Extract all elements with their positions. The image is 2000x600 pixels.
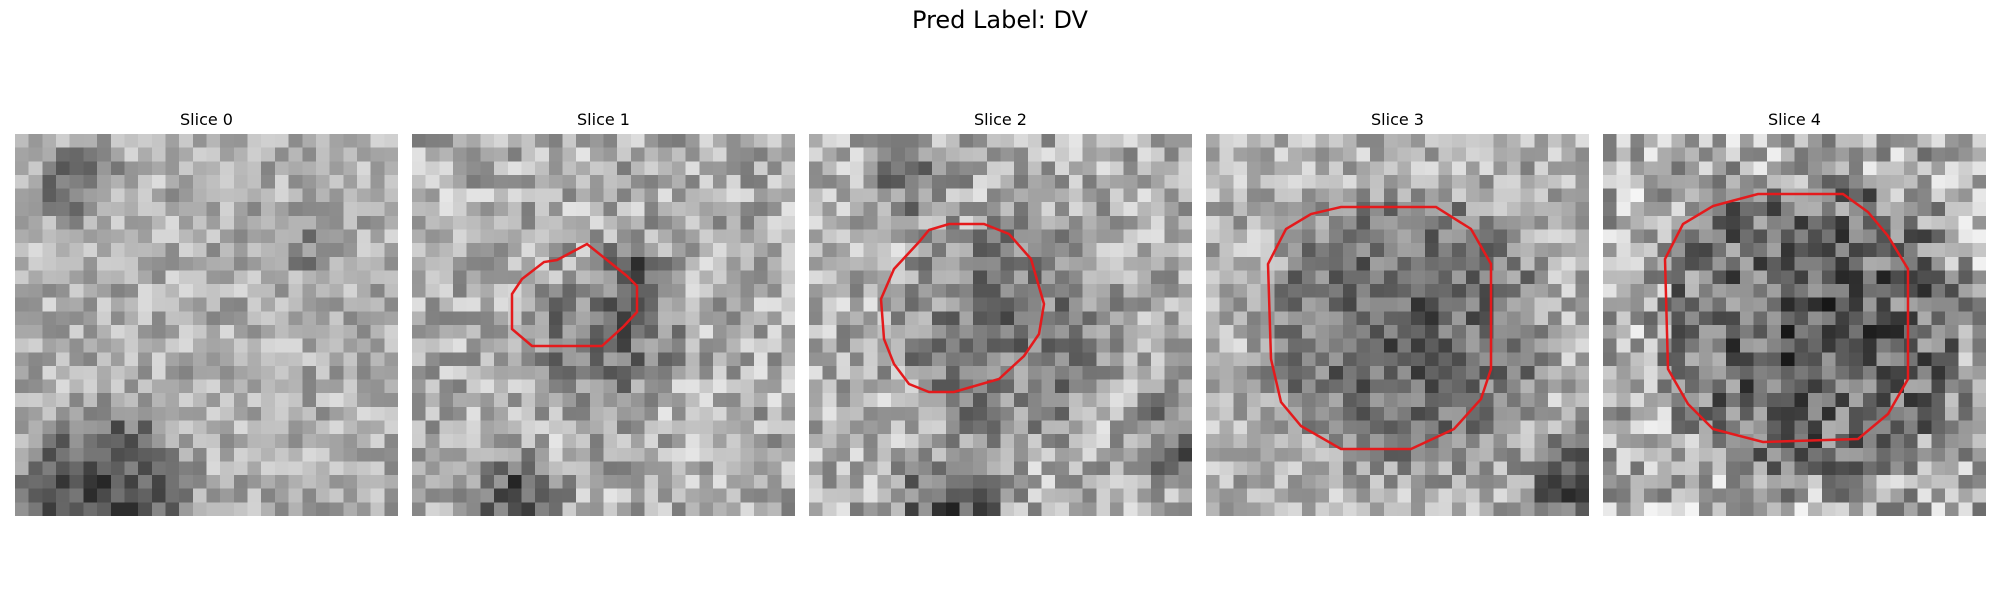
slice-panel: Slice 1: [412, 108, 795, 516]
slice-title: Slice 3: [1371, 110, 1424, 129]
slice-title: Slice 1: [577, 110, 630, 129]
slice-panel: Slice 4: [1603, 108, 1986, 516]
slice-image: [15, 134, 398, 516]
segmentation-contour: [510, 242, 639, 348]
slice-title: Slice 4: [1768, 110, 1821, 129]
segmentation-contour: [1266, 205, 1493, 451]
slice-image: [412, 134, 795, 516]
figure-title: Pred Label: DV: [912, 6, 1088, 34]
segmentation-contour: [1663, 192, 1910, 444]
segmentation-contour: [879, 222, 1046, 394]
slice-panel: Slice 0: [15, 108, 398, 516]
slice-panel: Slice 3: [1206, 108, 1589, 516]
slice-panel: Slice 2: [809, 108, 1192, 516]
slice-title: Slice 2: [974, 110, 1027, 129]
slice-title: Slice 0: [180, 110, 233, 129]
slice-image: [809, 134, 1192, 516]
